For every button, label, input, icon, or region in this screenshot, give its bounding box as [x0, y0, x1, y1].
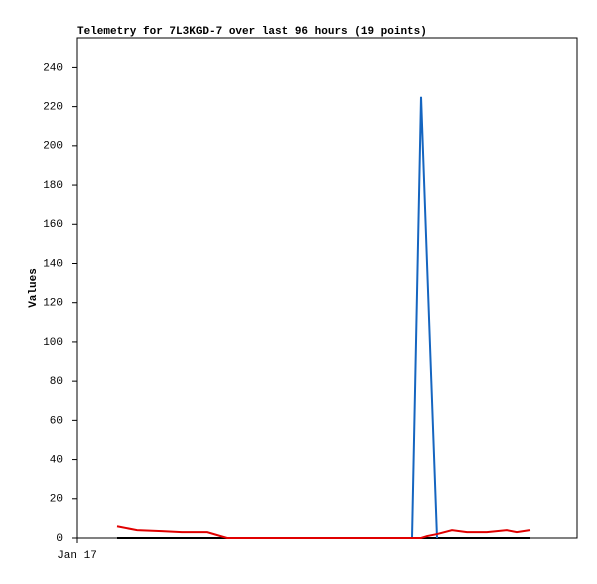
x-tick-label: Jan 17 — [57, 550, 97, 562]
y-axis-label: Values — [28, 268, 40, 308]
y-tick-label: 60 — [50, 415, 63, 427]
y-tick-label: 40 — [50, 454, 63, 466]
y-tick-label: 240 — [43, 62, 63, 74]
chart-title: Telemetry for 7L3KGD-7 over last 96 hour… — [77, 26, 427, 38]
y-tick-label: 180 — [43, 180, 63, 192]
y-tick-label: 200 — [43, 141, 63, 153]
y-tick-label: 160 — [43, 219, 63, 231]
series-line — [411, 96, 438, 539]
y-tick-label: 80 — [50, 376, 63, 388]
y-tick-label: 140 — [43, 258, 63, 270]
y-tick-label: 20 — [50, 494, 63, 506]
series-line — [116, 525, 531, 539]
y-tick-label: 120 — [43, 298, 63, 310]
y-tick-label: 100 — [43, 337, 63, 349]
plot-frame — [76, 37, 578, 539]
y-tick-label: 0 — [56, 533, 63, 545]
y-tick-label: 220 — [43, 102, 63, 114]
